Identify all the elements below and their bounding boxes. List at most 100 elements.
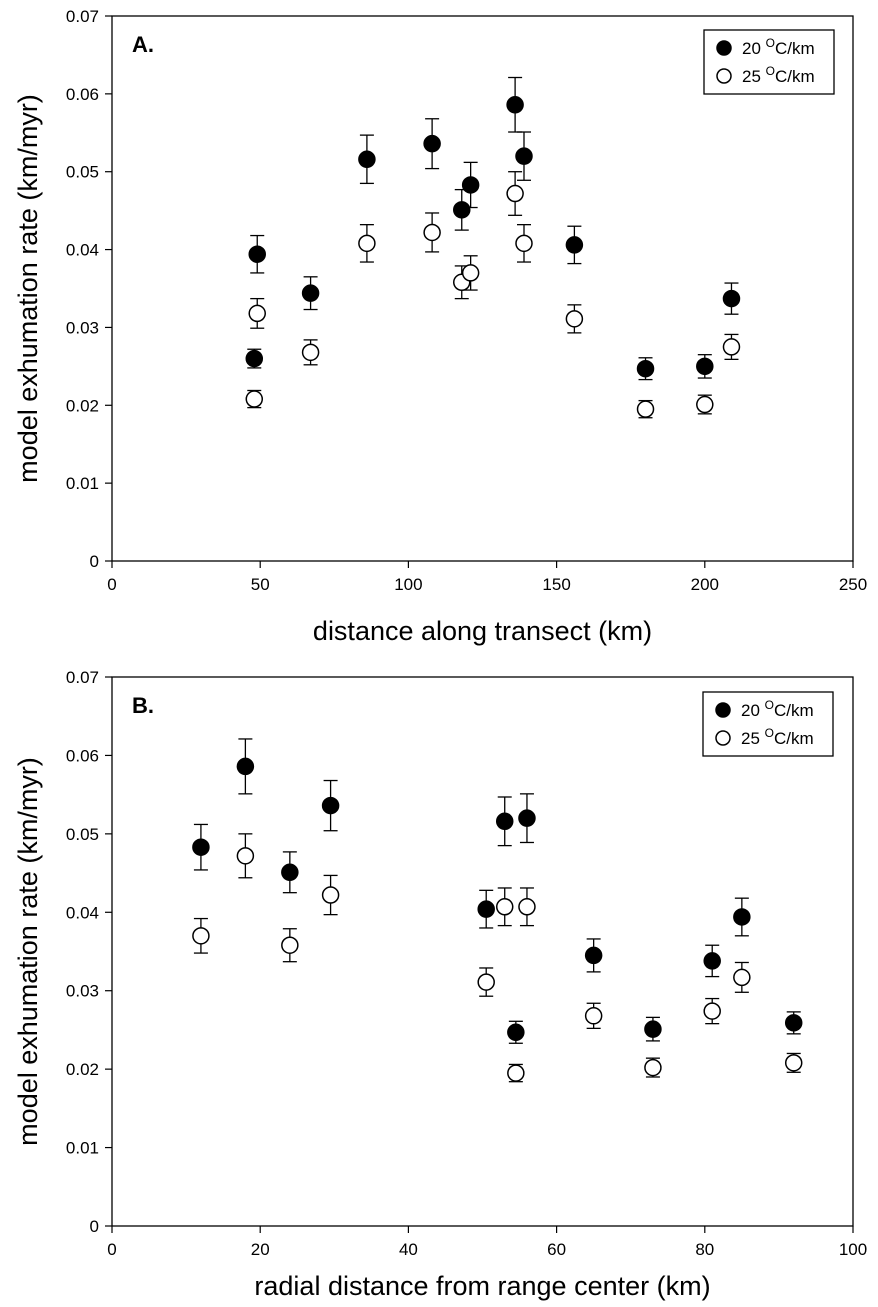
legend-degree: O <box>765 726 774 740</box>
data-point-25-c-per-km <box>236 847 255 865</box>
x-tick-label: 60 <box>547 1240 566 1259</box>
data-point-25-c-per-km <box>733 968 751 987</box>
plot-frame <box>111 15 854 562</box>
legend-unit: C/km <box>775 67 815 86</box>
y-tick-label: 0.02 <box>66 396 99 415</box>
y-tick-label: 0.01 <box>66 1139 99 1158</box>
data-point-20-c-per-km <box>192 838 210 856</box>
data-point-20-c-per-km <box>245 349 264 368</box>
data-point-20-c-per-km <box>495 812 514 831</box>
data-point-25-c-per-km <box>644 1058 662 1077</box>
data-point-25-c-per-km <box>358 234 376 253</box>
data-point-20-c-per-km <box>423 134 441 153</box>
data-point-20-c-per-km <box>515 147 533 165</box>
data-point-20-c-per-km <box>784 1014 803 1032</box>
data-point-20-c-per-km <box>565 236 584 254</box>
x-tick-label: 0 <box>107 1240 116 1259</box>
data-point-20-c-per-km <box>358 150 376 169</box>
legend-value: 25 <box>741 729 765 748</box>
data-point-25-c-per-km <box>192 927 210 945</box>
data-point-20-c-per-km <box>281 863 299 882</box>
data-point-25-c-per-km <box>321 886 340 904</box>
data-point-20-c-per-km <box>584 946 603 965</box>
legend-degree: O <box>766 64 775 78</box>
legend-entry-label: 25 OC/km <box>741 726 814 748</box>
legend-degree: O <box>765 698 774 712</box>
data-point-25-c-per-km <box>461 264 480 282</box>
x-tick-label: 40 <box>399 1240 418 1259</box>
data-point-25-c-per-km <box>565 310 584 328</box>
y-tick-label: 0.03 <box>66 318 99 337</box>
legend-value: 20 <box>742 39 766 58</box>
x-tick-label: 80 <box>695 1240 714 1259</box>
data-point-20-c-per-km <box>733 908 751 926</box>
legend-value: 20 <box>741 701 765 720</box>
y-tick-label: 0.04 <box>66 241 99 260</box>
legend-marker-open <box>716 68 732 84</box>
data-point-20-c-per-km <box>506 96 524 114</box>
data-point-20-c-per-km <box>696 357 714 376</box>
data-point-25-c-per-km <box>506 184 524 203</box>
panel-label: A. <box>132 32 154 57</box>
data-point-25-c-per-km <box>722 338 741 356</box>
y-tick-label: 0.03 <box>66 982 99 1001</box>
legend-unit: C/km <box>774 729 814 748</box>
data-point-20-c-per-km <box>461 176 480 194</box>
legend-marker-open <box>715 730 731 746</box>
data-point-25-c-per-km <box>696 395 714 414</box>
y-tick-label: 0.05 <box>66 163 99 182</box>
panel-a-chart: 0 50 100 150 200 250 0 0.01 0.02 0.03 0.04 0.05 0.06… <box>13 7 867 646</box>
data-point-20-c-per-km <box>301 284 320 302</box>
data-point-25-c-per-km <box>584 1007 603 1025</box>
y-tick-label: 0.05 <box>66 825 99 844</box>
data-point-25-c-per-km <box>423 223 441 242</box>
y-tick-label: 0.04 <box>66 903 99 922</box>
y-tick-label: 0.06 <box>66 85 99 104</box>
x-tick-label: 50 <box>251 575 270 594</box>
legend-unit: C/km <box>775 39 815 58</box>
legend-degree: O <box>766 36 775 50</box>
plot-frame <box>111 676 854 1227</box>
data-point-25-c-per-km <box>784 1054 803 1072</box>
data-point-25-c-per-km <box>703 1002 721 1020</box>
y-tick-label: 0 <box>90 1217 99 1236</box>
data-point-25-c-per-km <box>515 234 533 253</box>
legend-value: 25 <box>742 67 766 86</box>
x-tick-label: 100 <box>394 575 422 594</box>
x-tick-label: 200 <box>691 575 719 594</box>
data-point-20-c-per-km <box>236 757 255 776</box>
data-point-25-c-per-km <box>636 400 655 418</box>
data-point-25-c-per-km <box>518 898 536 916</box>
data-point-25-c-per-km <box>245 390 264 408</box>
data-point-20-c-per-km <box>518 809 536 827</box>
panel-label: B. <box>132 693 154 718</box>
data-point-20-c-per-km <box>722 289 741 308</box>
y-tick-label: 0.02 <box>66 1060 99 1079</box>
legend-marker-filled <box>715 702 731 718</box>
data-point-20-c-per-km <box>477 900 495 918</box>
legend-marker-filled <box>716 40 732 56</box>
x-tick-label: 250 <box>839 575 867 594</box>
legend-entry-label: 25 OC/km <box>742 64 815 86</box>
y-tick-label: 0 <box>90 552 99 571</box>
data-point-20-c-per-km <box>248 245 266 263</box>
x-axis-title: distance along transect (km) <box>313 616 652 646</box>
data-point-25-c-per-km <box>248 304 266 323</box>
legend-entry-label: 20 OC/km <box>741 698 814 720</box>
x-tick-label: 150 <box>542 575 570 594</box>
y-tick-label: 0.07 <box>66 7 99 26</box>
panel-b-chart: 0 20 40 60 80 100 0 0.01 0.02 0.03 0.04 0.05 0.06 0.0… <box>13 668 867 1301</box>
legend-entry-label: 20 OC/km <box>742 36 815 58</box>
y-tick-label: 0.01 <box>66 474 99 493</box>
x-tick-label: 0 <box>107 575 116 594</box>
data-point-25-c-per-km <box>507 1064 525 1082</box>
data-point-20-c-per-km <box>453 201 471 219</box>
data-point-25-c-per-km <box>495 898 514 916</box>
legend-unit: C/km <box>774 701 814 720</box>
x-tick-label: 100 <box>839 1240 867 1259</box>
y-tick-label: 0.07 <box>66 668 99 687</box>
y-axis-title: model exhumation rate (km/myr) <box>13 94 43 483</box>
